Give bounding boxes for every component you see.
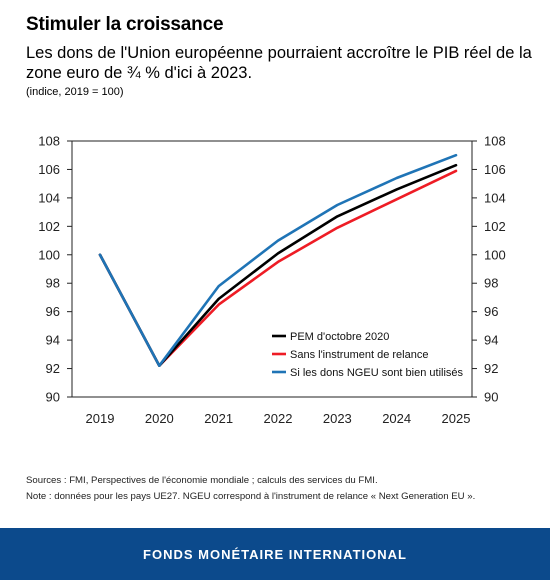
chart-title: Stimuler la croissance <box>26 14 224 35</box>
footer-banner: FONDS MONÉTAIRE INTERNATIONAL <box>0 528 550 580</box>
legend-label: Sans l'instrument de relance <box>290 349 428 361</box>
x-tick-label: 2019 <box>86 411 115 426</box>
y-tick-label-right: 90 <box>484 390 498 405</box>
chart-subtitle: Les dons de l'Union européenne pourraien… <box>26 44 532 82</box>
y-tick-label-left: 102 <box>38 219 60 234</box>
legend-label: Si les dons NGEU sont bien utilisés <box>290 367 464 379</box>
plot-frame <box>71 140 473 398</box>
y-tick-label-right: 104 <box>484 190 506 205</box>
y-tick-label-left: 108 <box>38 134 60 149</box>
legend-label: PEM d'octobre 2020 <box>290 331 389 343</box>
y-tick-label-left: 92 <box>46 361 60 376</box>
y-tick-label-right: 92 <box>484 361 498 376</box>
y-tick-label-left: 90 <box>46 390 60 405</box>
y-tick-label-right: 94 <box>484 333 498 348</box>
x-tick-label: 2020 <box>145 411 174 426</box>
x-tick-label: 2025 <box>442 411 471 426</box>
chart-notes: Sources : FMI, Perspectives de l'économi… <box>26 473 541 505</box>
y-tick-label-left: 104 <box>38 190 60 205</box>
y-tick-label-right: 96 <box>484 304 498 319</box>
x-tick-label: 2021 <box>204 411 233 426</box>
unit-label: (indice, 2019 = 100) <box>26 86 124 98</box>
y-tick-label-left: 100 <box>38 247 60 262</box>
footer-label: FONDS MONÉTAIRE INTERNATIONAL <box>143 546 407 562</box>
x-tick-label: 2022 <box>264 411 293 426</box>
y-tick-label-right: 108 <box>484 134 506 149</box>
x-tick-label: 2023 <box>323 411 352 426</box>
footnote: Note : données pour les pays UE27. NGEU … <box>26 491 476 502</box>
y-tick-label-right: 102 <box>484 219 506 234</box>
y-tick-label-right: 100 <box>484 247 506 262</box>
line-chart: 90 90 92 92 94 94 96 96 98 98 100 100 102 102 104 104 10… <box>38 134 506 427</box>
series-line <box>98 153 458 368</box>
sources-note: Sources : FMI, Perspectives de l'économi… <box>26 475 378 486</box>
y-tick-label-left: 96 <box>46 304 60 319</box>
y-tick-label-left: 106 <box>38 162 60 177</box>
y-tick-label-left: 98 <box>46 276 60 291</box>
x-tick-label: 2024 <box>382 411 411 426</box>
y-tick-label-right: 106 <box>484 162 506 177</box>
y-tick-label-right: 98 <box>484 276 498 291</box>
y-tick-label-left: 94 <box>46 333 60 348</box>
